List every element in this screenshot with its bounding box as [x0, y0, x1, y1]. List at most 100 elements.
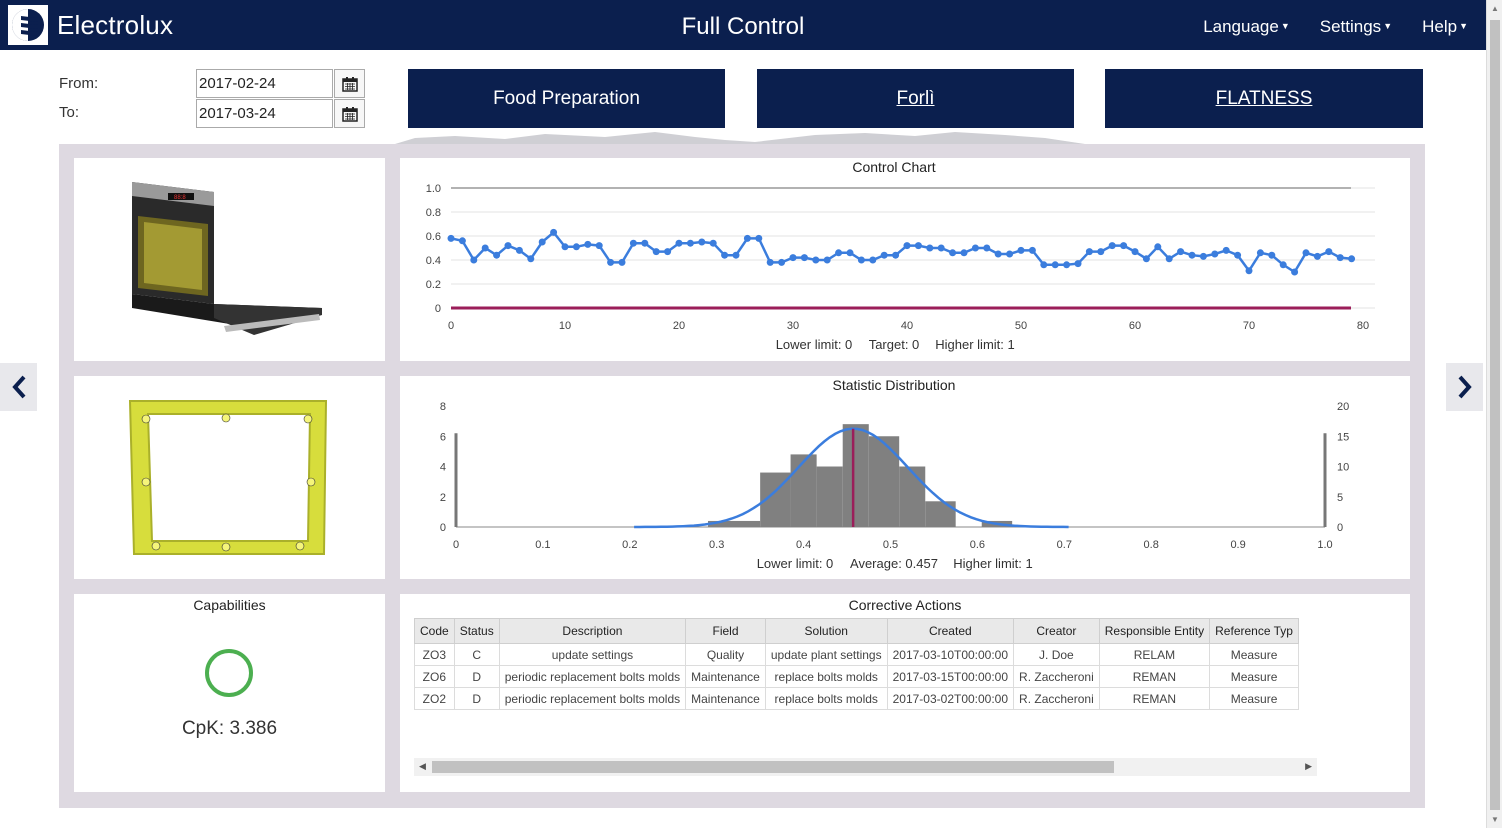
- to-calendar-button[interactable]: [334, 99, 365, 128]
- scroll-down-icon[interactable]: ▼: [1491, 815, 1499, 824]
- data-point: [527, 255, 535, 263]
- data-point: [1028, 246, 1036, 254]
- column-header[interactable]: Code: [414, 618, 455, 644]
- world-map-background: [395, 132, 1085, 144]
- column-header[interactable]: Reference Typ: [1209, 618, 1299, 644]
- scroll-up-icon[interactable]: ▲: [1491, 4, 1499, 13]
- measure-points: [141, 413, 316, 552]
- x-tick-label: 0.7: [1057, 539, 1072, 551]
- target-label: Target: 0: [869, 337, 920, 352]
- histogram-bar: [790, 454, 817, 527]
- nav-settings[interactable]: Settings ▼: [1320, 17, 1392, 37]
- y-tick-label: 0.8: [426, 207, 441, 219]
- histogram-bar: [899, 466, 926, 527]
- previous-button[interactable]: [0, 363, 37, 411]
- from-date-input[interactable]: [196, 69, 333, 98]
- capability-status-ring: [205, 649, 253, 697]
- data-point: [926, 244, 934, 252]
- x-tick-label: 80: [1357, 320, 1369, 332]
- brand-name: Electrolux: [57, 9, 174, 40]
- histogram-bar: [842, 424, 869, 527]
- data-point: [481, 244, 489, 252]
- data-point: [1199, 252, 1207, 260]
- data-point: [960, 249, 968, 257]
- data-point: [949, 249, 957, 257]
- tile-food-preparation[interactable]: Food Preparation: [408, 69, 725, 128]
- data-point: [1142, 255, 1150, 263]
- next-button[interactable]: [1446, 363, 1483, 411]
- data-point: [1108, 242, 1116, 250]
- electrolux-logo-icon: [8, 5, 48, 45]
- column-header[interactable]: Created: [886, 618, 1015, 644]
- page-title: Full Control: [681, 13, 805, 40]
- table-cell: Maintenance: [685, 665, 766, 688]
- nav-language[interactable]: Language ▼: [1203, 17, 1290, 37]
- histogram-bar: [816, 466, 843, 527]
- y-right-tick-label: 10: [1337, 462, 1349, 474]
- chevron-right-icon: [1458, 375, 1472, 399]
- scroll-left-icon[interactable]: ◀: [419, 761, 426, 771]
- y-tick-label: 0.2: [426, 279, 441, 291]
- from-label: From:: [59, 75, 99, 92]
- data-point: [1017, 246, 1025, 254]
- data-point: [903, 242, 911, 250]
- x-tick-label: 1.0: [1317, 539, 1332, 551]
- column-header[interactable]: Description: [498, 618, 687, 644]
- histogram-bar: [925, 501, 956, 527]
- x-tick-label: 0.5: [883, 539, 898, 551]
- tile-flatness[interactable]: FLATNESS: [1105, 69, 1423, 128]
- table-horizontal-scrollbar[interactable]: ◀ ▶: [414, 758, 1317, 776]
- table-cell: update plant settings: [764, 643, 888, 666]
- x-tick-label: 20: [673, 320, 685, 332]
- data-point: [595, 242, 603, 250]
- capabilities-card: Capabilities CpK: 3.386: [74, 594, 385, 792]
- column-header[interactable]: Creator: [1013, 618, 1100, 644]
- column-header[interactable]: Responsible Entity: [1098, 618, 1211, 644]
- scrollbar-thumb[interactable]: [1490, 20, 1500, 810]
- y-left-tick-label: 0: [440, 522, 446, 534]
- data-point: [812, 256, 820, 264]
- data-point: [550, 228, 558, 236]
- data-point: [1325, 248, 1333, 256]
- table-cell: R. Zaccheroni: [1013, 665, 1100, 688]
- column-header[interactable]: Status: [453, 618, 500, 644]
- data-point: [983, 244, 991, 252]
- data-point: [1222, 246, 1230, 254]
- y-left-tick-label: 8: [440, 401, 446, 413]
- higher-limit-label: Higher limit: 1: [953, 556, 1032, 571]
- to-date-input[interactable]: [196, 99, 333, 128]
- nav-help[interactable]: Help ▼: [1422, 17, 1468, 37]
- data-point: [1177, 248, 1185, 256]
- higher-limit-label: Higher limit: 1: [935, 337, 1014, 352]
- x-tick-label: 50: [1015, 320, 1027, 332]
- chevron-down-icon: ▼: [1280, 21, 1290, 31]
- histogram-bar: [868, 436, 900, 527]
- from-calendar-button[interactable]: [334, 69, 365, 98]
- data-point: [584, 240, 592, 248]
- tile-forli[interactable]: Forlì: [757, 69, 1074, 128]
- page-scrollbar[interactable]: ▲ ▼: [1486, 0, 1502, 828]
- table-cell: update settings: [498, 643, 687, 666]
- column-header[interactable]: Solution: [764, 618, 888, 644]
- x-tick-label: 70: [1243, 320, 1255, 332]
- brand-logo[interactable]: Electrolux: [8, 5, 173, 45]
- top-nav-menu: Language ▼ Settings ▼ Help ▼: [1203, 17, 1468, 37]
- data-point: [538, 238, 546, 246]
- normal-curve: [634, 427, 1069, 529]
- table-cell: D: [453, 665, 500, 688]
- table-cell: Measure: [1209, 643, 1299, 666]
- horizontal-scroll-thumb[interactable]: [432, 761, 1114, 773]
- data-point: [1097, 248, 1105, 256]
- table-cell: Maintenance: [685, 687, 766, 710]
- data-point: [1245, 267, 1253, 275]
- column-header[interactable]: Field: [685, 618, 766, 644]
- table-cell: R. Zaccheroni: [1013, 687, 1100, 710]
- scroll-right-icon[interactable]: ▶: [1305, 761, 1312, 771]
- top-navbar: Electrolux Full Control Language ▼ Settin…: [0, 0, 1486, 50]
- x-tick-label: 0.3: [709, 539, 724, 551]
- data-point: [937, 244, 945, 252]
